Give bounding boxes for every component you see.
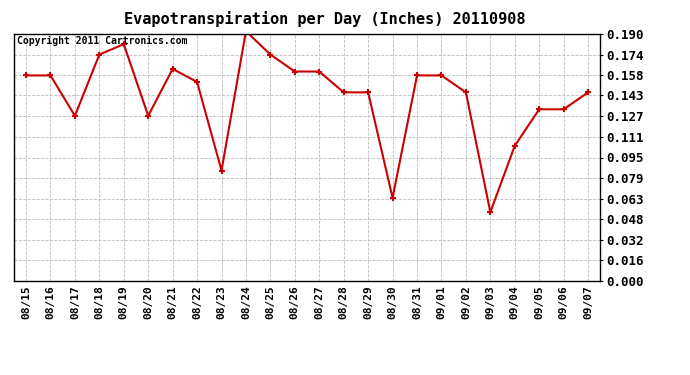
Text: Copyright 2011 Cartronics.com: Copyright 2011 Cartronics.com [17,36,187,46]
Text: Evapotranspiration per Day (Inches) 20110908: Evapotranspiration per Day (Inches) 2011… [124,11,525,27]
